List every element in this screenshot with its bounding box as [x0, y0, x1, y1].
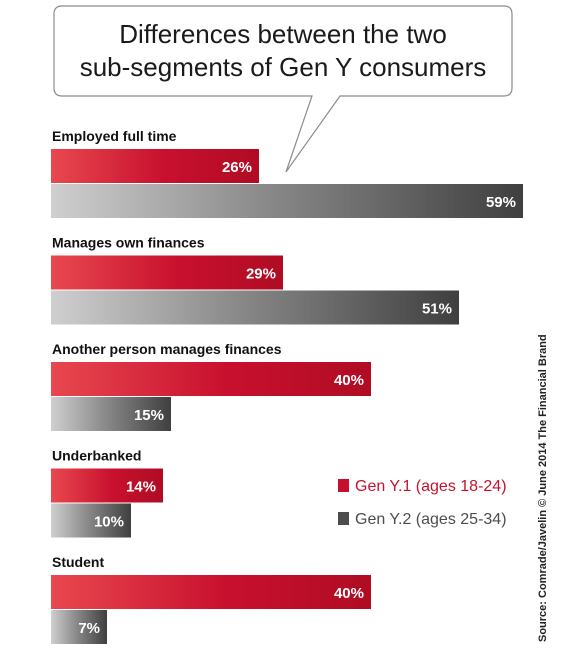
value-label-employed-full-time-series-1: 26% [222, 159, 252, 176]
bar-student-series-1 [51, 575, 371, 609]
bar-manages-own-finances-series-2 [51, 290, 459, 325]
category-label-underbanked: Underbanked [52, 448, 141, 464]
bar-another-person-manages-finances-series-1 [51, 362, 371, 396]
value-label-underbanked-series-2: 10% [94, 514, 124, 531]
bar-another-person-manages-finances-series-2 [51, 397, 171, 431]
value-label-manages-own-finances-series-2: 51% [422, 301, 452, 318]
bar-underbanked-series-2 [51, 503, 131, 538]
source-note: Source: Comrade/Javelin © June 2014 The … [537, 334, 549, 642]
value-label-student-series-2: 7% [78, 620, 100, 637]
bar-employed-full-time-series-2 [51, 184, 523, 218]
bar-employed-full-time-series-1 [51, 149, 259, 183]
legend-label-gen-y2: Gen Y.2 (ages 25-34) [355, 511, 507, 528]
category-label-another-person-manages-finances: Another person manages finances [52, 341, 282, 357]
category-label-manages-own-finances: Manages own finances [52, 235, 205, 251]
bar-student-series-2 [51, 610, 107, 644]
chart-title-line-1: Differences between the two [119, 19, 447, 49]
category-label-employed-full-time: Employed full time [52, 128, 177, 144]
legend-swatch-gen-y2 [338, 512, 349, 525]
legend: Gen Y.1 (ages 18-24) Gen Y.2 (ages 25-34… [338, 478, 507, 528]
value-label-another-person-manages-finances-series-1: 40% [334, 372, 364, 389]
bars-layer: Employed full time 26% 59% Manages own fina… [51, 128, 523, 644]
legend-label-gen-y1: Gen Y.1 (ages 18-24) [355, 478, 507, 495]
bar-manages-own-finances-series-1 [51, 255, 283, 290]
value-label-manages-own-finances-series-1: 29% [246, 266, 276, 283]
value-label-employed-full-time-series-2: 59% [486, 194, 516, 211]
bar-underbanked-series-1 [51, 468, 163, 503]
chart-title-line-2: sub-segments of Gen Y consumers [80, 52, 487, 82]
title-bubble [53, 5, 513, 173]
legend-swatch-gen-y1 [338, 479, 349, 492]
value-label-student-series-1: 40% [334, 585, 364, 602]
value-label-another-person-manages-finances-series-2: 15% [134, 407, 164, 424]
category-label-student: Student [52, 554, 104, 570]
value-label-underbanked-series-1: 14% [126, 479, 156, 496]
